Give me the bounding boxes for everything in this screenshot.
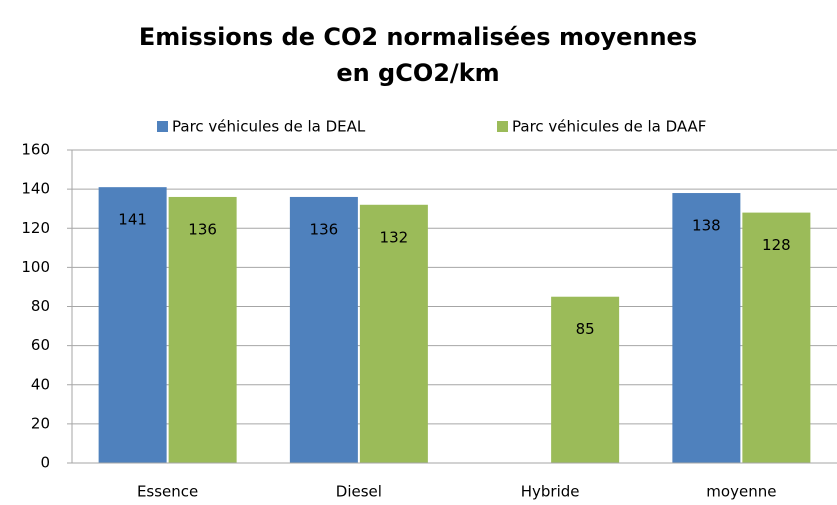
- bar: [359, 204, 428, 463]
- y-tick-label: 20: [31, 414, 50, 432]
- bar: [672, 193, 741, 463]
- bar: [168, 196, 237, 463]
- x-tick-label: Diesel: [336, 483, 382, 501]
- data-label: 138: [692, 217, 721, 235]
- data-label: 136: [188, 220, 217, 238]
- y-tick-label: 160: [21, 141, 50, 159]
- x-tick-label: Hybride: [521, 483, 580, 501]
- y-tick-label: 80: [31, 297, 50, 315]
- data-label: 85: [576, 320, 595, 338]
- legend-swatch: [497, 121, 508, 132]
- y-tick-label: 120: [21, 219, 50, 237]
- chart-title: Emissions de CO2 normalisées moyennes: [139, 23, 697, 51]
- y-tick-label: 60: [31, 336, 50, 354]
- legend-swatch: [157, 121, 168, 132]
- bar: [551, 296, 620, 463]
- legend-label: Parc véhicules de la DEAL: [172, 118, 366, 136]
- bar: [98, 187, 167, 463]
- bar: [742, 212, 811, 463]
- x-tick-label: moyenne: [706, 483, 776, 501]
- data-label: 136: [310, 220, 339, 238]
- data-label: 132: [380, 228, 409, 246]
- data-label: 128: [762, 236, 791, 254]
- x-tick-label: Essence: [137, 483, 198, 501]
- y-tick-label: 0: [40, 454, 50, 472]
- bar: [289, 196, 358, 463]
- y-tick-label: 100: [21, 258, 50, 276]
- y-tick-label: 140: [21, 180, 50, 198]
- chart-title: en gCO2/km: [336, 59, 499, 87]
- legend-label: Parc véhicules de la DAAF: [512, 118, 706, 136]
- y-tick-label: 40: [31, 375, 50, 393]
- data-label: 141: [118, 211, 147, 229]
